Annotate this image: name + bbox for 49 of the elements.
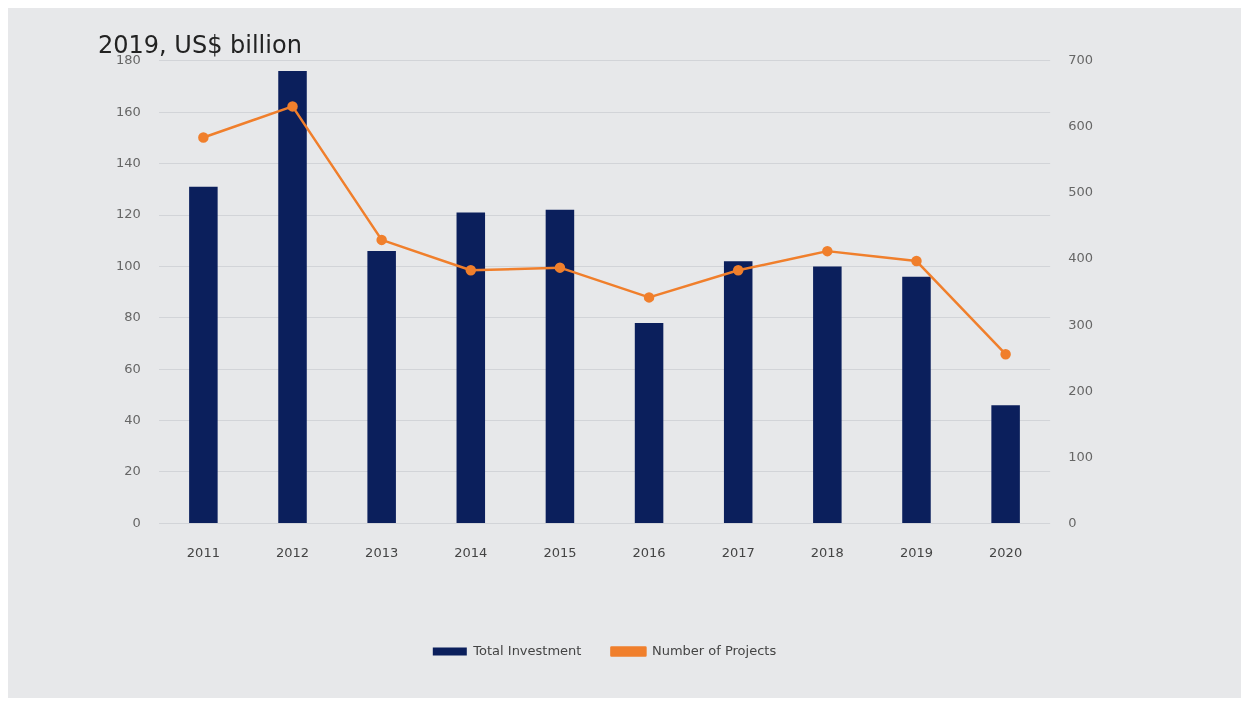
y-tick-label: 20 — [124, 463, 141, 479]
y-tick-label: 120 — [115, 206, 141, 222]
point — [554, 262, 566, 273]
x-tick-label: 2012 — [275, 544, 310, 560]
point — [911, 255, 922, 267]
y-tick-label: 0 — [132, 514, 141, 530]
bar — [456, 212, 486, 523]
legend-label: Number of Projects — [651, 642, 777, 658]
legend-label: Total Investment — [472, 642, 582, 658]
y-tick-label: 40 — [124, 411, 141, 427]
bar — [545, 209, 575, 523]
y-tick-label: 80 — [124, 309, 141, 325]
bar — [991, 405, 1020, 523]
y-tick-label: 140 — [115, 154, 141, 170]
x-tick-label: 2015 — [543, 544, 577, 560]
bar — [902, 276, 931, 523]
bar — [813, 266, 842, 523]
point — [465, 265, 477, 276]
point — [732, 265, 744, 276]
point — [376, 234, 387, 246]
point — [287, 101, 298, 112]
point — [643, 292, 655, 303]
x-tick-label: 2014 — [454, 544, 488, 560]
y2-tick-label: 300 — [1068, 316, 1094, 332]
bar — [189, 186, 218, 523]
y2-tick-label: 100 — [1068, 448, 1094, 464]
y-tick-label: 100 — [115, 257, 141, 273]
x-tick-label: 2016 — [632, 544, 666, 560]
y2-tick-label: 700 — [1068, 52, 1094, 68]
bar — [723, 261, 753, 523]
x-tick-label: 2017 — [721, 544, 755, 560]
x-tick-label: 2019 — [899, 544, 934, 560]
y2-tick-label: 600 — [1068, 118, 1094, 134]
y-tick-label: 60 — [124, 360, 141, 376]
y-tick-label: 160 — [115, 103, 141, 119]
bar — [278, 71, 307, 523]
y2-tick-label: 400 — [1068, 250, 1094, 266]
x-tick-label: 2013 — [365, 544, 399, 560]
y2-tick-label: 0 — [1068, 514, 1077, 530]
x-tick-label: 2018 — [810, 544, 844, 560]
y2-tick-label: 500 — [1068, 184, 1094, 200]
bar — [367, 250, 396, 523]
point — [198, 132, 209, 143]
bar — [634, 322, 664, 523]
x-tick-label: 2011 — [186, 544, 220, 560]
point — [1000, 348, 1011, 360]
point — [822, 245, 833, 257]
x-tick-label: 2020 — [989, 544, 1023, 560]
y2-tick-label: 200 — [1068, 382, 1094, 398]
